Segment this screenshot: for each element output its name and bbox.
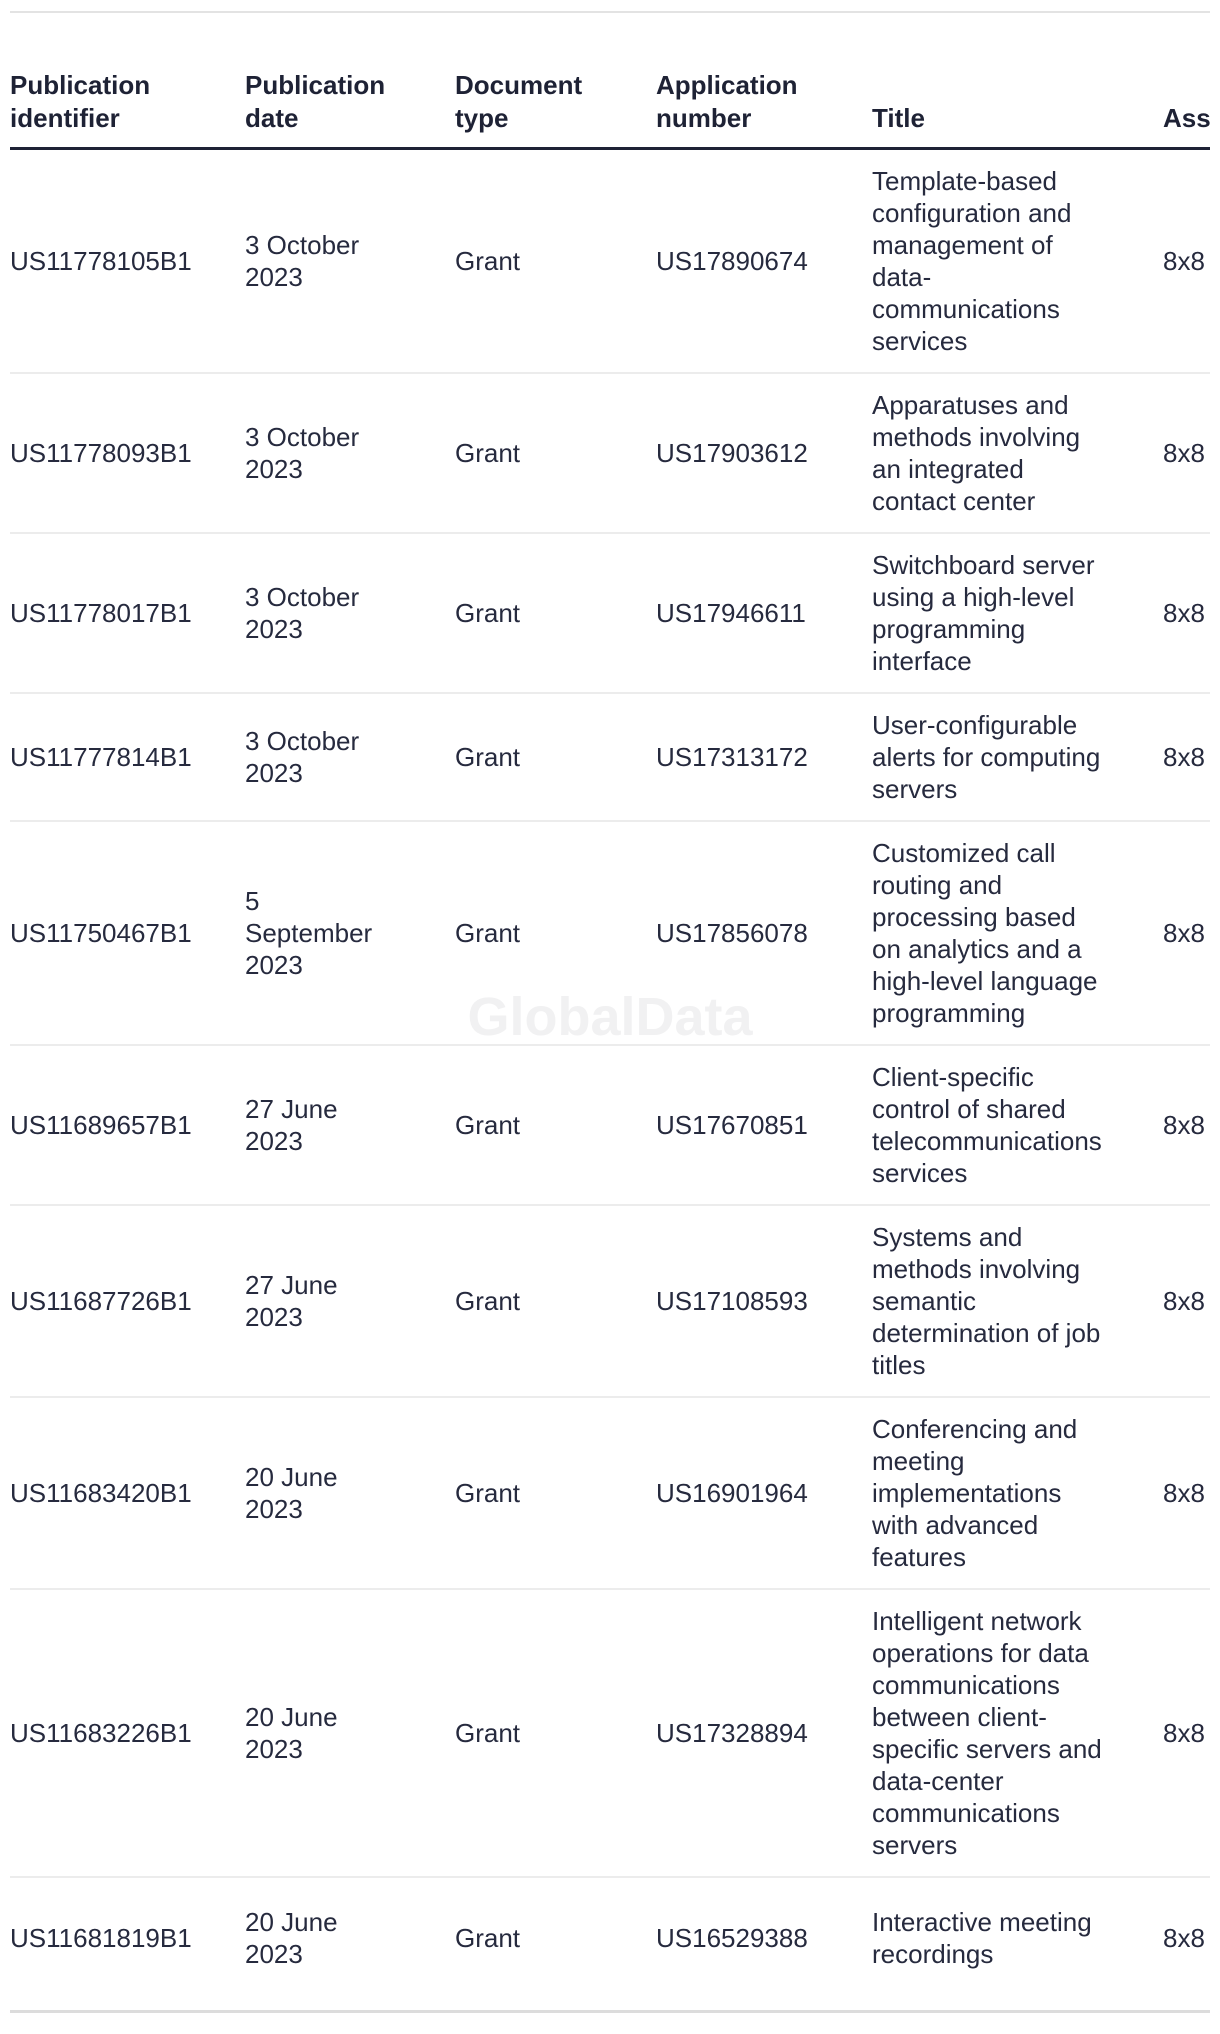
assignee-cell: 8x8 bbox=[1163, 438, 1205, 468]
publication-date-cell: 3 October 2023 bbox=[245, 230, 360, 292]
column-header-application-number: Application number bbox=[656, 70, 798, 133]
table-row: US11683226B1 20 June 2023 Grant US173288… bbox=[10, 1588, 1210, 1876]
publication-identifier-cell: US11777814B1 bbox=[10, 742, 192, 772]
column-header-assignee: Ass bbox=[1163, 103, 1211, 133]
title-cell: Conferencing and meeting implementations… bbox=[872, 1414, 1078, 1572]
assignee-cell: 8x8 bbox=[1163, 1110, 1205, 1140]
assignee-cell: 8x8 bbox=[1163, 1718, 1205, 1748]
publication-date-cell: 20 June 2023 bbox=[245, 1907, 338, 1969]
column-header-title: Title bbox=[872, 103, 925, 133]
top-divider bbox=[10, 11, 1210, 13]
bottom-divider bbox=[10, 2010, 1210, 2013]
document-type-cell: Grant bbox=[455, 1923, 521, 1953]
publication-identifier-cell: US11681819B1 bbox=[10, 1923, 192, 1953]
application-number-cell: US17946611 bbox=[656, 598, 806, 628]
publication-date-cell: 5 September 2023 bbox=[245, 886, 373, 980]
publication-date-cell: 3 October 2023 bbox=[245, 582, 360, 644]
table-row: US11689657B1 27 June 2023 Grant US176708… bbox=[10, 1044, 1210, 1204]
publication-date-cell: 3 October 2023 bbox=[245, 422, 360, 484]
application-number-cell: US17670851 bbox=[656, 1110, 808, 1140]
table-row: US11687726B1 27 June 2023 Grant US171085… bbox=[10, 1204, 1210, 1396]
publication-date-cell: 20 June 2023 bbox=[245, 1702, 338, 1764]
title-cell: User-configurable alerts for computing s… bbox=[872, 710, 1101, 804]
globaldata-watermark: GlobalData bbox=[467, 987, 753, 1047]
assignee-cell: 8x8 bbox=[1163, 742, 1205, 772]
publication-date-cell: 27 June 2023 bbox=[245, 1094, 338, 1156]
assignee-cell: 8x8 bbox=[1163, 246, 1205, 276]
table-row: US11778093B1 3 October 2023 Grant US1790… bbox=[10, 372, 1210, 532]
publication-identifier-cell: US11683226B1 bbox=[10, 1718, 192, 1748]
title-cell: Apparatuses and methods involving an int… bbox=[872, 390, 1081, 516]
title-cell: Template-based configuration and managem… bbox=[872, 166, 1072, 356]
publication-identifier-cell: US11689657B1 bbox=[10, 1110, 192, 1140]
document-type-cell: Grant bbox=[455, 918, 521, 948]
title-cell: Switchboard server using a high-level pr… bbox=[872, 550, 1095, 676]
document-type-cell: Grant bbox=[455, 1718, 521, 1748]
document-type-cell: Grant bbox=[455, 742, 521, 772]
application-number-cell: US17313172 bbox=[656, 742, 808, 772]
title-cell: Customized call routing and processing b… bbox=[872, 838, 1098, 1028]
document-type-cell: Grant bbox=[455, 1286, 521, 1316]
title-cell: Interactive meeting recordings bbox=[872, 1907, 1092, 1969]
publication-date-cell: 3 October 2023 bbox=[245, 726, 360, 788]
assignee-cell: 8x8 bbox=[1163, 918, 1205, 948]
application-number-cell: US16901964 bbox=[656, 1478, 808, 1508]
table-row: US11681819B1 20 June 2023 Grant US165293… bbox=[10, 1876, 1210, 2010]
document-type-cell: Grant bbox=[455, 1110, 521, 1140]
publication-identifier-cell: US11778093B1 bbox=[10, 438, 192, 468]
application-number-cell: US17108593 bbox=[656, 1286, 808, 1316]
application-number-cell: US17903612 bbox=[656, 438, 808, 468]
patents-table: Publication identifier Publication date … bbox=[10, 11, 1211, 2013]
publication-identifier-cell: US11778017B1 bbox=[10, 598, 192, 628]
assignee-cell: 8x8 bbox=[1163, 598, 1205, 628]
header-divider bbox=[10, 147, 1210, 150]
publication-identifier-cell: US11750467B1 bbox=[10, 918, 192, 948]
publication-date-cell: 27 June 2023 bbox=[245, 1270, 338, 1332]
publication-identifier-cell: US11687726B1 bbox=[10, 1286, 192, 1316]
table-header-row: Publication identifier Publication date … bbox=[10, 69, 1211, 135]
title-cell: Client-specific control of shared teleco… bbox=[872, 1062, 1102, 1188]
document-type-cell: Grant bbox=[455, 246, 521, 276]
application-number-cell: US17328894 bbox=[656, 1718, 808, 1748]
assignee-cell: 8x8 bbox=[1163, 1286, 1205, 1316]
application-number-cell: US17856078 bbox=[656, 918, 808, 948]
table-row: US11777814B1 3 October 2023 Grant US1731… bbox=[10, 692, 1210, 820]
document-type-cell: Grant bbox=[455, 438, 521, 468]
title-cell: Intelligent network operations for data … bbox=[872, 1606, 1102, 1860]
application-number-cell: US17890674 bbox=[656, 246, 808, 276]
table-body: US11778105B1 3 October 2023 Grant US1789… bbox=[10, 150, 1210, 2010]
table-row: US11778105B1 3 October 2023 Grant US1789… bbox=[10, 150, 1210, 372]
assignee-cell: 8x8 bbox=[1163, 1478, 1205, 1508]
publication-identifier-cell: US11778105B1 bbox=[10, 246, 192, 276]
document-type-cell: Grant bbox=[455, 1478, 521, 1508]
column-header-document-type: Document type bbox=[455, 70, 583, 133]
column-header-publication-date: Publication date bbox=[245, 70, 386, 133]
publication-date-cell: 20 June 2023 bbox=[245, 1462, 338, 1524]
table-row: US11750467B1 5 September 2023 Grant US17… bbox=[10, 820, 1210, 1044]
table-row: US11778017B1 3 October 2023 Grant US1794… bbox=[10, 532, 1210, 692]
publication-identifier-cell: US11683420B1 bbox=[10, 1478, 192, 1508]
title-cell: Systems and methods involving semantic d… bbox=[872, 1222, 1101, 1380]
column-header-publication-identifier: Publication identifier bbox=[10, 70, 151, 133]
application-number-cell: US16529388 bbox=[656, 1923, 808, 1953]
table-row: US11683420B1 20 June 2023 Grant US169019… bbox=[10, 1396, 1210, 1588]
document-type-cell: Grant bbox=[455, 598, 521, 628]
assignee-cell: 8x8 bbox=[1163, 1923, 1205, 1953]
